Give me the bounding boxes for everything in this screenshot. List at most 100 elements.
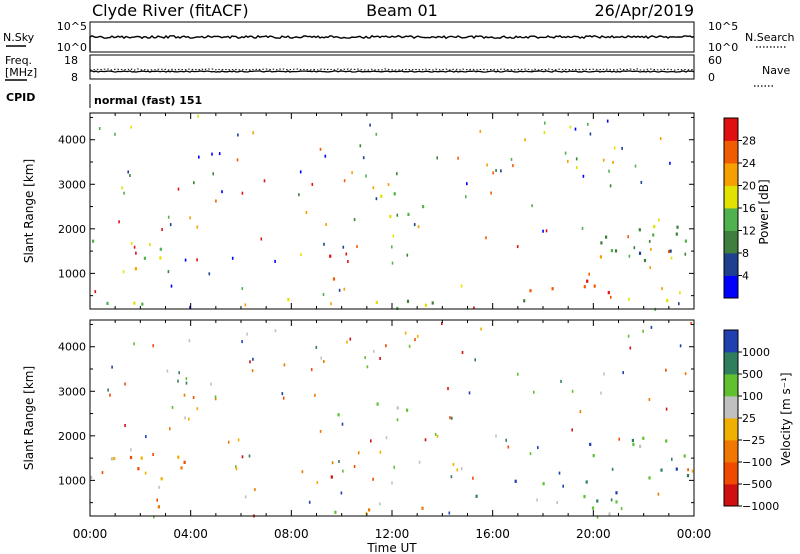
echo-cell bbox=[166, 369, 169, 373]
echo-cell bbox=[323, 242, 325, 246]
echo-cell bbox=[379, 450, 382, 454]
echo-cell bbox=[359, 144, 362, 148]
echo-cell bbox=[684, 372, 687, 376]
cpid-label: CPID bbox=[6, 91, 35, 104]
echo-cell bbox=[178, 371, 180, 375]
echo-cell bbox=[372, 477, 374, 481]
echo-cell bbox=[642, 329, 644, 333]
x-tick-label: 00:00 bbox=[677, 527, 712, 541]
echo-cell bbox=[610, 498, 613, 502]
echo-cell bbox=[615, 500, 618, 504]
echo-cell bbox=[544, 121, 546, 125]
echo-cell bbox=[668, 250, 670, 253]
echo-cell bbox=[585, 480, 588, 484]
echo-cell bbox=[123, 191, 125, 195]
echo-cell bbox=[193, 181, 195, 185]
echo-cell bbox=[227, 440, 230, 444]
echo-cell bbox=[649, 266, 651, 270]
echo-cell bbox=[434, 432, 437, 436]
echo-cell bbox=[345, 252, 348, 256]
echo-cell bbox=[542, 229, 544, 233]
echo-cell bbox=[121, 186, 123, 190]
velocity-panel-frame bbox=[89, 319, 695, 517]
echo-cell bbox=[160, 477, 163, 481]
echo-cell bbox=[133, 342, 135, 346]
echo-cell bbox=[474, 358, 476, 362]
noise-tick-bottom-left: 10^0 bbox=[57, 41, 87, 54]
echo-cell bbox=[349, 337, 352, 341]
echo-cell bbox=[675, 232, 678, 236]
echo-cell bbox=[208, 272, 211, 276]
echo-cell bbox=[311, 182, 314, 186]
echo-cell bbox=[338, 288, 341, 292]
echo-cell bbox=[274, 329, 277, 333]
echo-cell bbox=[629, 346, 632, 350]
echo-cell bbox=[254, 488, 256, 492]
colorbar-tick-label: 500 bbox=[742, 368, 763, 381]
echo-cell bbox=[305, 211, 308, 214]
y-tick-label: 3000 bbox=[58, 385, 86, 398]
colorbar-swatch bbox=[724, 185, 738, 209]
echo-cell bbox=[319, 147, 322, 151]
echo-cell bbox=[583, 495, 586, 499]
colorbar-tick-label: −500 bbox=[742, 478, 772, 491]
echo-cell bbox=[486, 163, 488, 167]
noise-tick-top-left: 10^5 bbox=[57, 20, 87, 33]
echo-cell bbox=[658, 218, 660, 222]
echo-cell bbox=[639, 444, 642, 448]
echo-cell bbox=[451, 416, 453, 420]
echo-cell bbox=[346, 340, 348, 344]
echo-cell bbox=[322, 293, 325, 296]
y-tick-label: 4000 bbox=[58, 134, 86, 147]
echo-cell bbox=[113, 456, 116, 461]
echo-cell bbox=[456, 468, 459, 472]
colorbar-swatch bbox=[724, 440, 738, 463]
echo-cell bbox=[589, 442, 592, 446]
echo-cell bbox=[347, 260, 349, 263]
echo-cell bbox=[167, 215, 170, 219]
echo-cell bbox=[375, 197, 378, 201]
echo-cell bbox=[218, 152, 221, 156]
echo-cell bbox=[127, 170, 129, 174]
echo-cell bbox=[571, 428, 573, 432]
colorbar-tick-label: 25 bbox=[742, 412, 756, 425]
x-tick-label: 08:00 bbox=[274, 527, 309, 541]
x-tick-label: 16:00 bbox=[475, 527, 510, 541]
echo-cell bbox=[583, 285, 586, 289]
echo-cell bbox=[605, 235, 608, 239]
echo-cell bbox=[92, 239, 95, 243]
echo-cell bbox=[608, 512, 611, 516]
echo-cell bbox=[612, 160, 614, 164]
echo-cell bbox=[140, 456, 143, 460]
echo-cell bbox=[665, 407, 668, 411]
echo-cell bbox=[622, 371, 624, 375]
echo-cell bbox=[638, 251, 642, 255]
echo-cell bbox=[177, 379, 179, 383]
echo-cell bbox=[118, 220, 120, 224]
echo-cell bbox=[158, 485, 160, 489]
echo-cell bbox=[396, 306, 399, 310]
cpid-text: normal (fast) 151 bbox=[94, 94, 202, 107]
echo-cell bbox=[237, 133, 239, 137]
echo-cell bbox=[196, 225, 199, 229]
y-tick-label: 2000 bbox=[58, 430, 86, 443]
echo-cell bbox=[263, 179, 266, 183]
echo-cell bbox=[653, 224, 656, 229]
colorbar-tick-label: 20 bbox=[742, 180, 756, 193]
colorbar-tick-label: −1000 bbox=[742, 500, 779, 513]
echo-cell bbox=[392, 234, 395, 238]
echo-cell bbox=[603, 372, 605, 376]
echo-cell bbox=[602, 158, 605, 162]
echo-cell bbox=[421, 506, 424, 510]
colorbar-swatch bbox=[724, 462, 738, 485]
echo-cell bbox=[545, 229, 548, 233]
echo-cell bbox=[495, 434, 497, 438]
echo-cell bbox=[183, 460, 186, 464]
echo-cell bbox=[669, 161, 671, 165]
echo-cell bbox=[687, 468, 689, 472]
echo-cell bbox=[287, 298, 290, 302]
echo-cell bbox=[452, 463, 455, 466]
echo-cell bbox=[241, 455, 244, 459]
echo-cell bbox=[114, 132, 116, 136]
echo-cell bbox=[416, 334, 419, 338]
